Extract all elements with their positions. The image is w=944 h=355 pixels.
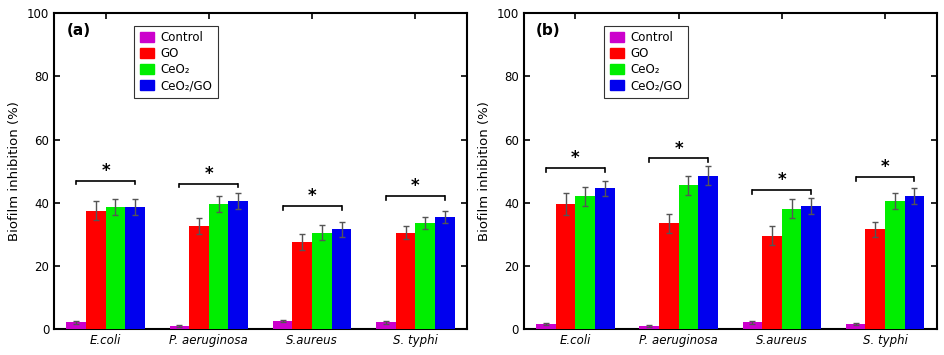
Bar — [106, 207, 126, 329]
Bar — [312, 233, 331, 329]
Bar — [575, 196, 595, 329]
Bar — [209, 204, 228, 329]
Bar — [273, 321, 292, 329]
Y-axis label: Biofilm inhibition (%): Biofilm inhibition (%) — [8, 101, 22, 241]
Bar — [66, 322, 86, 329]
Text: *: * — [777, 171, 785, 189]
Text: *: * — [101, 162, 110, 180]
Y-axis label: Biofilm inhibition (%): Biofilm inhibition (%) — [478, 101, 491, 241]
Text: *: * — [411, 178, 419, 195]
Text: (a): (a) — [66, 23, 91, 38]
Text: *: * — [674, 140, 683, 158]
Bar — [658, 223, 678, 329]
Bar — [762, 236, 781, 329]
Bar — [434, 217, 454, 329]
Bar — [781, 209, 801, 329]
Bar — [555, 204, 575, 329]
Bar — [169, 326, 189, 329]
Text: (b): (b) — [535, 23, 560, 38]
Text: *: * — [308, 187, 316, 205]
Legend: Control, GO, CeO₂, CeO₂/GO: Control, GO, CeO₂, CeO₂/GO — [603, 26, 687, 98]
Bar — [595, 189, 614, 329]
Legend: Control, GO, CeO₂, CeO₂/GO: Control, GO, CeO₂, CeO₂/GO — [134, 26, 218, 98]
Bar — [801, 206, 820, 329]
Bar — [639, 326, 658, 329]
Bar — [885, 201, 903, 329]
Bar — [865, 229, 885, 329]
Text: *: * — [880, 158, 888, 176]
Bar — [742, 322, 762, 329]
Bar — [396, 233, 414, 329]
Bar — [678, 185, 698, 329]
Bar — [414, 223, 434, 329]
Bar — [331, 229, 351, 329]
Bar — [86, 211, 106, 329]
Text: *: * — [204, 165, 213, 183]
Bar — [292, 242, 312, 329]
Bar — [126, 207, 144, 329]
Bar — [228, 201, 248, 329]
Bar — [189, 226, 209, 329]
Text: *: * — [570, 149, 579, 167]
Bar — [903, 196, 923, 329]
Bar — [535, 324, 555, 329]
Bar — [845, 324, 865, 329]
Bar — [698, 176, 717, 329]
Bar — [376, 322, 396, 329]
